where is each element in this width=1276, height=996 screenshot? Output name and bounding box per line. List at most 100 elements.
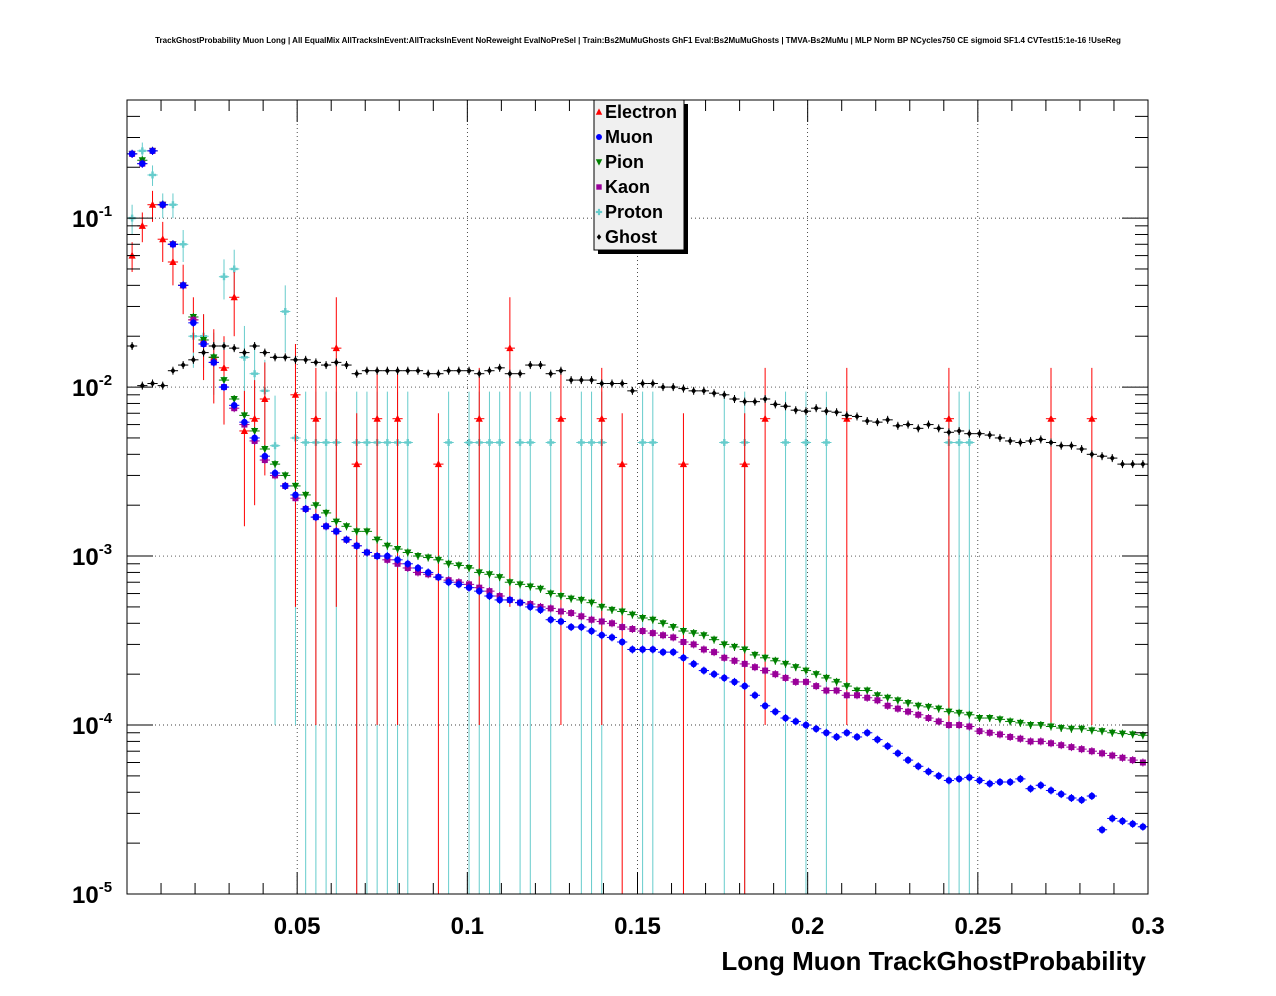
- legend-marker: [596, 234, 602, 240]
- x-tick-label: 0.05: [274, 913, 321, 940]
- data-point: [770, 670, 781, 679]
- data-point: [688, 629, 699, 638]
- data-point: [504, 578, 515, 587]
- data-point: [1015, 438, 1026, 447]
- data-point: [790, 717, 801, 726]
- data-point: [382, 391, 393, 894]
- data-point: [800, 407, 812, 416]
- data-point: [1076, 445, 1087, 454]
- data-point: [188, 355, 199, 364]
- data-point: [484, 570, 495, 579]
- data-point: [514, 598, 526, 607]
- data-point: [841, 728, 852, 737]
- data-point: [770, 400, 781, 409]
- data-point: [892, 421, 903, 430]
- data-point: [239, 348, 250, 357]
- data-point: [566, 623, 577, 632]
- data-point: [1005, 436, 1016, 445]
- data-point: [280, 285, 291, 353]
- data-point: [453, 580, 464, 589]
- data-point: [198, 339, 209, 348]
- data-point: [902, 756, 914, 765]
- data-point: [229, 401, 240, 410]
- data-point: [484, 366, 495, 375]
- legend-entry-proton: Proton: [595, 202, 663, 222]
- y-tick-label: 10-2: [72, 372, 112, 402]
- data-point: [402, 366, 413, 375]
- data-point: [300, 490, 311, 499]
- data-point: [1127, 730, 1138, 739]
- data-point: [606, 633, 618, 642]
- data-point: [341, 535, 352, 544]
- data-point: [566, 609, 577, 618]
- data-point: [831, 408, 842, 417]
- data-point: [1076, 724, 1087, 733]
- data-point: [606, 605, 618, 614]
- data-point: [760, 666, 771, 675]
- data-point: [443, 578, 454, 587]
- data-point: [566, 594, 577, 603]
- data-point: [780, 391, 791, 894]
- data-point: [545, 391, 556, 894]
- data-point: [1117, 753, 1128, 762]
- data-point: [943, 721, 955, 730]
- data-point: [127, 342, 138, 351]
- data-point: [943, 428, 955, 437]
- data-point: [637, 627, 648, 636]
- data-point: [494, 573, 505, 582]
- data-point: [218, 383, 230, 392]
- data-point: [964, 710, 975, 719]
- data-point: [1045, 739, 1057, 748]
- data-point: [892, 704, 903, 713]
- legend: Electron Muon Pion Kaon Proton Ghost: [593, 99, 688, 254]
- data-point: [1066, 743, 1077, 752]
- data-point: [800, 721, 812, 730]
- data-point: [800, 666, 812, 675]
- data-point: [269, 460, 281, 469]
- data-point: [902, 707, 914, 716]
- legend-label: Proton: [605, 202, 663, 222]
- data-point: [719, 390, 730, 399]
- data-point: [1035, 737, 1046, 746]
- data-point: [576, 612, 587, 621]
- data-point: [1066, 724, 1077, 733]
- data-point: [729, 677, 740, 686]
- data-point: [800, 391, 812, 894]
- data-point: [596, 631, 607, 640]
- data-point: [668, 383, 679, 392]
- data-point: [831, 677, 842, 686]
- data-point: [239, 411, 250, 420]
- data-point: [913, 424, 924, 433]
- data-point: [218, 376, 230, 385]
- data-point: [259, 445, 270, 454]
- data-point: [923, 767, 934, 776]
- data-point: [1005, 717, 1016, 726]
- x-tick-label: 0.1: [451, 913, 484, 940]
- data-point: [453, 366, 464, 375]
- data-point: [749, 397, 761, 406]
- data-point: [698, 386, 709, 395]
- data-point: [137, 212, 148, 243]
- data-point: [678, 627, 689, 636]
- data-point: [811, 404, 822, 413]
- data-point: [882, 415, 893, 424]
- data-point: [984, 714, 995, 723]
- data-point: [678, 637, 689, 646]
- data-point: [811, 670, 822, 679]
- data-point: [760, 701, 771, 710]
- data-point: [229, 271, 240, 337]
- data-point: [259, 452, 270, 461]
- legend-entry-ghost: Ghost: [596, 227, 657, 247]
- data-point: [902, 699, 914, 708]
- data-point: [443, 391, 454, 894]
- data-point: [780, 659, 791, 668]
- data-point: [933, 704, 944, 713]
- data-point: [178, 281, 189, 290]
- data-point: [749, 650, 761, 659]
- data-point: [1137, 460, 1148, 469]
- data-point: [933, 717, 944, 726]
- data-point: [586, 598, 597, 607]
- legend-entry-kaon: Kaon: [596, 177, 650, 197]
- data-point: [1045, 786, 1057, 795]
- data-point: [555, 617, 567, 626]
